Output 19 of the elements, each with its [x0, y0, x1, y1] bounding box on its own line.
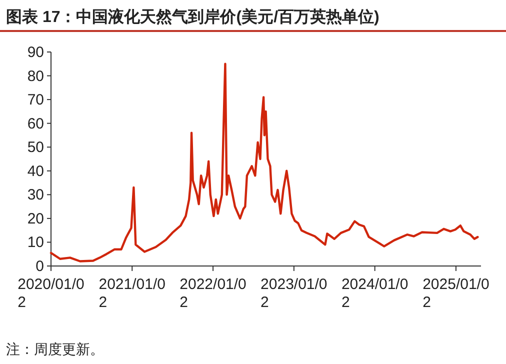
x-tick-label: 2021/01/02: [98, 276, 166, 311]
x-tick-label: 2020/01/02: [18, 276, 84, 311]
x-tick-label: 2024/01/02: [341, 276, 408, 311]
y-tick-label: 60: [27, 115, 44, 132]
line-series: [50, 62, 479, 262]
x-tick-label: 2023/01/02: [260, 276, 328, 311]
x-tick-label: 2025/01/02: [422, 276, 490, 311]
y-tick-label: 40: [27, 162, 44, 180]
x-tick-label: 2022/01/02: [180, 276, 246, 311]
chart-title: 图表 17：中国液化天然气到岸价(美元/百万英热单位): [6, 7, 380, 26]
text: 注：周度更新。: [6, 341, 104, 357]
y-tick-label: 90: [27, 44, 44, 61]
y-tick-label: 50: [27, 139, 44, 156]
y-tick-label: 10: [27, 234, 44, 252]
y-tick-label: 0: [36, 258, 44, 275]
y-tick-label: 80: [27, 68, 44, 85]
y-tick-label: 20: [27, 210, 44, 228]
y-tick-label: 70: [27, 92, 44, 109]
y-tick-label: 30: [27, 186, 44, 204]
